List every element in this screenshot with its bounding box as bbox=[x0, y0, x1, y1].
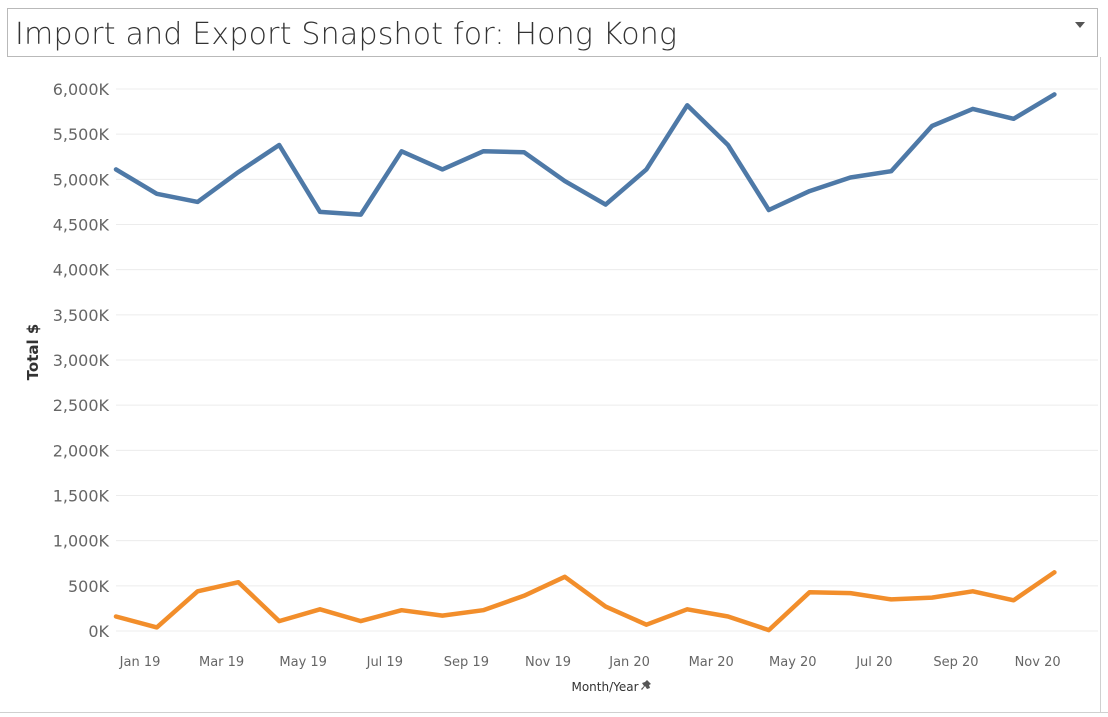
y-tick-labels: 0K 500K 1,000K 1,500K 2,000K 2,500K 3,000K 3,50… bbox=[53, 80, 110, 641]
x-axis-label: Month/Year bbox=[571, 680, 638, 694]
x-tick-label: Mar 20 bbox=[689, 655, 734, 670]
chart-bottom-border bbox=[0, 712, 1108, 713]
y-tick-label: 1,500K bbox=[53, 487, 110, 506]
x-tick-label: Jan 20 bbox=[608, 655, 650, 670]
y-tick-label: 5,500K bbox=[53, 125, 110, 144]
x-tick-label: Jul 20 bbox=[855, 655, 892, 670]
chart-right-border bbox=[1100, 57, 1101, 712]
y-tick-label: 1,000K bbox=[53, 532, 110, 551]
x-tick-label: Nov 19 bbox=[525, 655, 571, 670]
x-tick-labels: Jan 19 Mar 19 May 19 Jul 19 Sep 19 Nov 19 Jan … bbox=[119, 655, 1061, 670]
x-tick-label: Mar 19 bbox=[199, 655, 244, 670]
x-tick-label: Jul 19 bbox=[366, 655, 403, 670]
page-title: Import and Export Snapshot for: Hong Kon… bbox=[15, 17, 678, 52]
grid-lines bbox=[116, 88, 1098, 632]
y-tick-label: 4,500K bbox=[53, 216, 110, 235]
y-tick-label: 6,000K bbox=[53, 80, 110, 99]
x-tick-label: Nov 20 bbox=[1015, 655, 1061, 670]
y-tick-label: 3,000K bbox=[53, 351, 110, 370]
y-axis-label: Total $ bbox=[24, 324, 42, 381]
y-tick-label: 2,500K bbox=[53, 396, 110, 415]
series-line-2[interactable] bbox=[113, 570, 1057, 633]
series-line-1[interactable] bbox=[113, 92, 1057, 217]
title-bar[interactable]: Import and Export Snapshot for: Hong Kon… bbox=[7, 8, 1098, 57]
x-tick-label: Sep 19 bbox=[444, 655, 489, 670]
y-tick-label: 2,000K bbox=[53, 441, 110, 460]
y-tick-label: 0K bbox=[88, 622, 109, 641]
y-tick-label: 4,000K bbox=[53, 261, 110, 280]
x-tick-label: Sep 20 bbox=[933, 655, 978, 670]
series-lines bbox=[113, 92, 1057, 633]
dropdown-arrow-icon[interactable] bbox=[1075, 22, 1085, 28]
y-tick-label: 3,500K bbox=[53, 306, 110, 325]
y-tick-label: 500K bbox=[68, 577, 110, 596]
x-tick-label: Jan 19 bbox=[119, 655, 161, 670]
y-tick-label: 5,000K bbox=[53, 170, 110, 189]
x-tick-label: May 19 bbox=[279, 655, 327, 670]
pin-icon[interactable] bbox=[641, 680, 651, 690]
x-tick-label: May 20 bbox=[769, 655, 817, 670]
